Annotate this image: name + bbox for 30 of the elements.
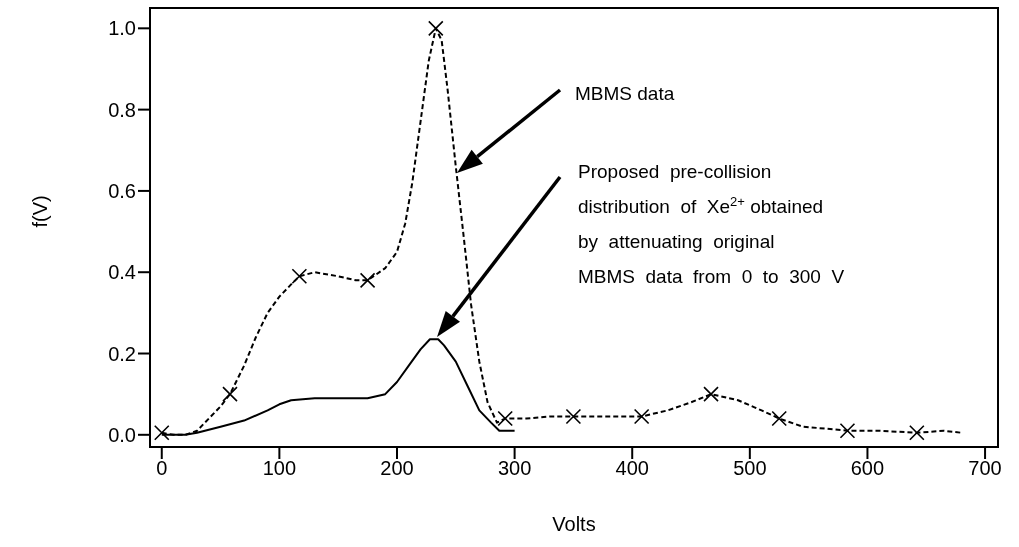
x-axis-title: Volts bbox=[552, 513, 596, 535]
point bbox=[497, 410, 513, 427]
point bbox=[909, 424, 925, 441]
point bbox=[633, 408, 650, 425]
x-tick-label: 200 bbox=[380, 457, 414, 480]
x-tick-label: 0 bbox=[156, 457, 168, 480]
point bbox=[359, 272, 376, 289]
x-tick-label: 700 bbox=[968, 457, 1002, 480]
y-tick-label: 1.0 bbox=[108, 17, 136, 40]
y-tick-label: 0.6 bbox=[108, 180, 136, 203]
point bbox=[222, 386, 238, 402]
x-tick-label: 600 bbox=[850, 457, 885, 480]
annotation: Proposed pre-collision distribution of Xe$^{2+}$ obtained by attenuating original MBMS data from 0 to 300 V bbox=[578, 161, 845, 287]
y-tick-label: 0.8 bbox=[108, 98, 136, 121]
y-tick-label: 0.4 bbox=[108, 261, 136, 284]
point bbox=[428, 20, 444, 37]
annotation: MBMS data bbox=[575, 83, 675, 104]
point bbox=[703, 386, 719, 402]
x-tick-label: 300 bbox=[497, 457, 532, 480]
y-axis-title: f(V) bbox=[29, 195, 52, 228]
y-tick-label: 0.0 bbox=[108, 423, 136, 446]
y-tick-label: 0.2 bbox=[108, 342, 136, 365]
point bbox=[771, 410, 788, 427]
x-tick-label: 100 bbox=[262, 457, 297, 480]
x-tick-label: 500 bbox=[733, 457, 767, 480]
point bbox=[565, 408, 582, 425]
x-tick-label: 400 bbox=[615, 457, 649, 480]
point bbox=[839, 422, 856, 439]
point bbox=[153, 424, 170, 441]
point bbox=[291, 268, 308, 285]
